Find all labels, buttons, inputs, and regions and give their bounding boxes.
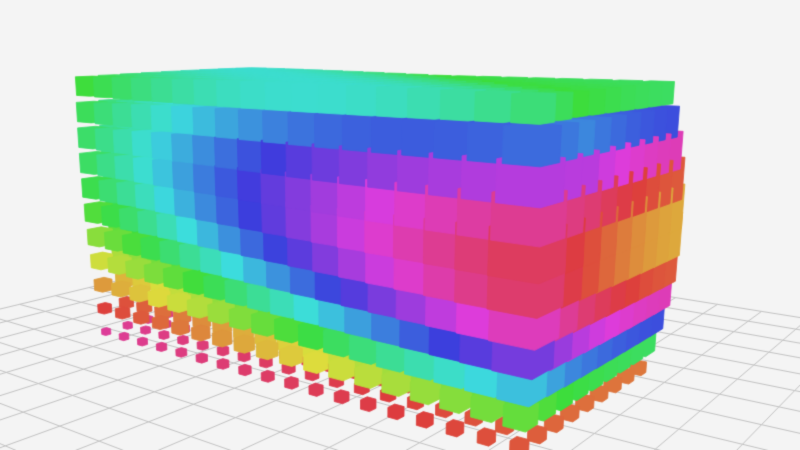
viewport	[0, 0, 800, 450]
3d-scene-canvas[interactable]	[0, 0, 800, 450]
